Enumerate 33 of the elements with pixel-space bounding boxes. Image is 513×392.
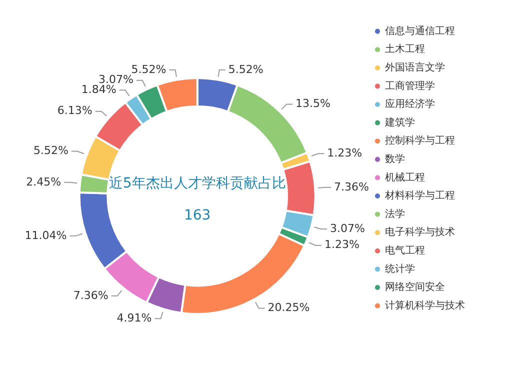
legend-label: 数学 [385, 152, 405, 165]
data-label: 5.52% [131, 62, 166, 76]
data-label: 13.5% [296, 97, 330, 110]
legend-label: 工商管理学 [385, 80, 435, 92]
legend-label: 统计学 [385, 262, 415, 275]
legend-label: 外国语言文学 [385, 61, 445, 74]
legend-label: 土木工程 [385, 43, 425, 56]
data-label: 1.23% [327, 146, 362, 160]
data-label: 3.07% [330, 222, 365, 235]
legend-label: 电气工程 [385, 244, 425, 256]
legend-label: 建筑学 [384, 116, 415, 128]
data-label: 7.36% [334, 180, 370, 194]
data-label: 5.52% [33, 144, 68, 158]
data-label: 7.36% [73, 288, 108, 302]
data-label: 11.04% [24, 228, 67, 242]
text: 163 [184, 208, 211, 224]
legend-label: 计算机科学与技术 [385, 299, 465, 312]
text: 近5年杰出人才学科贡献占比 [108, 176, 286, 192]
data-label: 6.13% [57, 104, 92, 118]
data-label: 5.52% [228, 62, 264, 76]
data-label: 4.91% [116, 312, 152, 325]
legend-label: 材料科学与工程 [384, 190, 455, 202]
legend-label: 电子科学与技术 [385, 226, 455, 238]
legend-label: 网络空间安全 [385, 281, 445, 294]
legend-label: 法学 [385, 208, 405, 220]
legend-label: 应用经济学 [385, 98, 435, 110]
legend-label: 控制科学与工程 [385, 134, 455, 147]
data-label: 2.45% [26, 175, 62, 188]
legend-label: 机械工程 [385, 171, 425, 184]
data-label: 1.23% [324, 238, 360, 252]
data-label: 1.84% [81, 83, 116, 96]
legend-label: 信息与通信工程 [385, 24, 455, 37]
data-label: 20.25% [268, 301, 310, 314]
